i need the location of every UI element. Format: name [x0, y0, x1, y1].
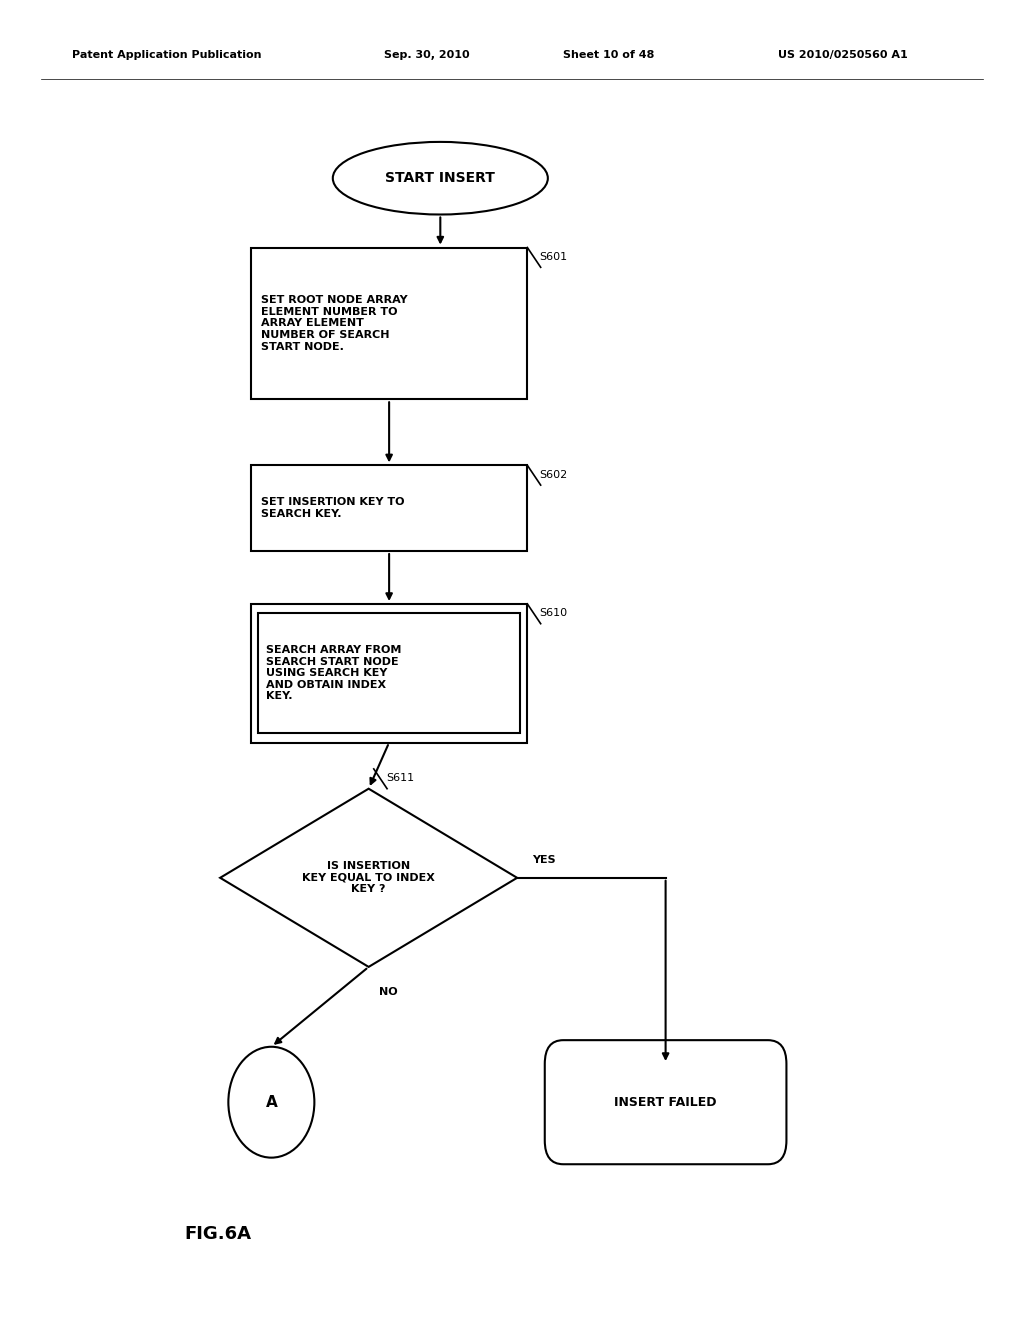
- Text: US 2010/0250560 A1: US 2010/0250560 A1: [778, 50, 908, 61]
- Text: S602: S602: [540, 470, 568, 480]
- Text: Patent Application Publication: Patent Application Publication: [72, 50, 261, 61]
- Text: START INSERT: START INSERT: [385, 172, 496, 185]
- Text: S611: S611: [386, 774, 414, 783]
- Text: NO: NO: [379, 987, 397, 997]
- Text: A: A: [265, 1094, 278, 1110]
- Text: S601: S601: [540, 252, 567, 261]
- Text: SEARCH ARRAY FROM
SEARCH START NODE
USING SEARCH KEY
AND OBTAIN INDEX
KEY.: SEARCH ARRAY FROM SEARCH START NODE USIN…: [266, 645, 401, 701]
- Text: SET INSERTION KEY TO
SEARCH KEY.: SET INSERTION KEY TO SEARCH KEY.: [261, 498, 404, 519]
- Text: Sep. 30, 2010: Sep. 30, 2010: [384, 50, 470, 61]
- Text: INSERT FAILED: INSERT FAILED: [614, 1096, 717, 1109]
- Text: YES: YES: [532, 854, 556, 865]
- Text: IS INSERTION
KEY EQUAL TO INDEX
KEY ?: IS INSERTION KEY EQUAL TO INDEX KEY ?: [302, 861, 435, 895]
- Text: Sheet 10 of 48: Sheet 10 of 48: [563, 50, 654, 61]
- Text: FIG.6A: FIG.6A: [184, 1225, 251, 1243]
- Text: SET ROOT NODE ARRAY
ELEMENT NUMBER TO
ARRAY ELEMENT
NUMBER OF SEARCH
START NODE.: SET ROOT NODE ARRAY ELEMENT NUMBER TO AR…: [261, 296, 408, 351]
- Text: S610: S610: [540, 609, 567, 618]
